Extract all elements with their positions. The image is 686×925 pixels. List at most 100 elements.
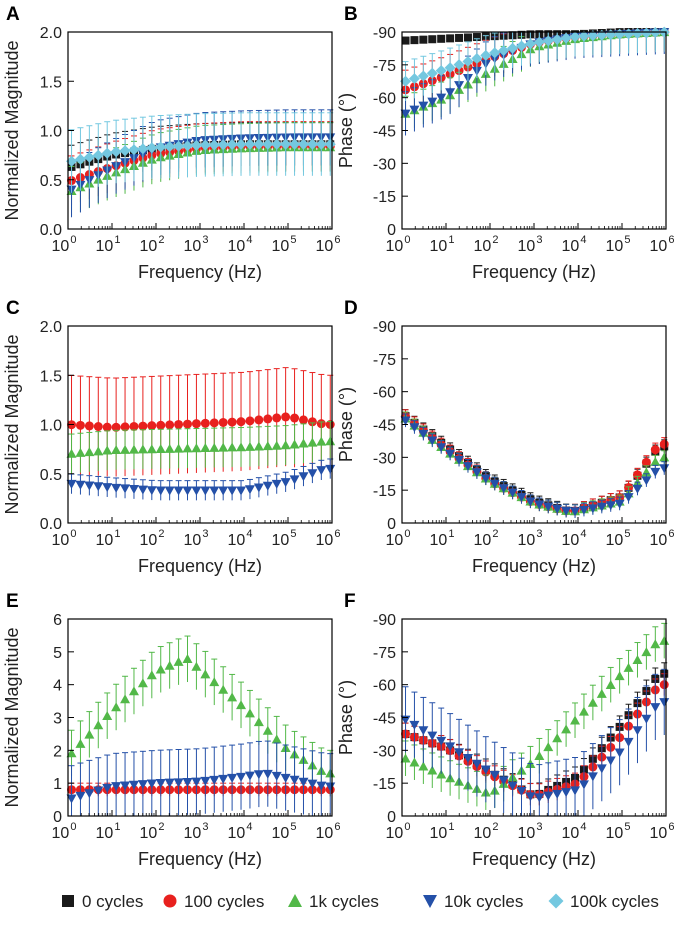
data-point bbox=[400, 75, 412, 87]
x-tick-label: 106 bbox=[316, 528, 341, 549]
series-group bbox=[400, 622, 670, 816]
data-point bbox=[93, 446, 104, 456]
data-point bbox=[111, 483, 122, 493]
data-point bbox=[507, 781, 518, 791]
data-point bbox=[146, 444, 157, 454]
data-point bbox=[409, 757, 420, 767]
data-point bbox=[587, 30, 599, 42]
data-point bbox=[244, 771, 255, 781]
data-point bbox=[462, 56, 474, 68]
data-point bbox=[560, 32, 572, 44]
data-point bbox=[190, 139, 202, 151]
data-point bbox=[632, 655, 643, 665]
data-point bbox=[209, 442, 220, 452]
data-point bbox=[137, 780, 148, 790]
data-point bbox=[120, 694, 131, 704]
legend: 0 cycles 100 cycles 1k cycles 10k cycles 100… bbox=[62, 892, 659, 911]
data-point bbox=[173, 486, 184, 496]
data-point bbox=[75, 420, 85, 430]
y-tick-label: 0 bbox=[53, 809, 62, 826]
x-tick-label: 102 bbox=[140, 528, 165, 549]
data-point bbox=[84, 421, 94, 431]
data-point bbox=[289, 475, 300, 485]
x-axis-title: Frequency (Hz) bbox=[138, 556, 262, 576]
series-group bbox=[400, 409, 670, 518]
data-point bbox=[218, 684, 229, 694]
data-point bbox=[534, 793, 545, 803]
data-point bbox=[253, 138, 265, 150]
data-point bbox=[401, 36, 410, 45]
series-10k-cycles bbox=[400, 413, 670, 518]
data-point bbox=[66, 155, 78, 167]
x-tick-label: 104 bbox=[228, 234, 253, 255]
data-point bbox=[173, 140, 185, 152]
data-point bbox=[218, 486, 229, 496]
data-point bbox=[307, 469, 318, 479]
data-point bbox=[66, 479, 77, 489]
data-point bbox=[428, 35, 437, 44]
data-point bbox=[623, 493, 634, 503]
black-square-icon bbox=[62, 895, 74, 907]
x-tick-label: 101 bbox=[96, 528, 121, 549]
data-point bbox=[93, 422, 103, 432]
data-point bbox=[298, 472, 309, 482]
x-tick-label: 103 bbox=[518, 234, 543, 255]
data-point bbox=[111, 445, 122, 455]
data-point bbox=[605, 756, 616, 766]
x-axis-title: Frequency (Hz) bbox=[472, 849, 596, 869]
data-point bbox=[271, 479, 282, 489]
data-point bbox=[400, 753, 411, 763]
data-point bbox=[315, 138, 327, 150]
y-tick-label: -45 bbox=[373, 124, 396, 141]
data-point bbox=[120, 484, 131, 494]
series-1k-cycles bbox=[66, 421, 336, 474]
y-tick-label: -75 bbox=[373, 645, 396, 662]
data-point bbox=[498, 776, 509, 786]
data-point bbox=[92, 149, 104, 161]
x-tick-label: 103 bbox=[184, 821, 209, 842]
x-tick-label: 101 bbox=[430, 234, 455, 255]
series-100k-cycles bbox=[400, 26, 670, 101]
x-tick-label: 100 bbox=[52, 528, 77, 549]
data-point bbox=[280, 440, 291, 450]
data-point bbox=[191, 661, 202, 671]
series-group bbox=[66, 109, 336, 218]
data-point bbox=[614, 671, 625, 681]
panel-letter: C bbox=[6, 298, 20, 319]
data-point bbox=[262, 769, 273, 779]
x-tick-label: 104 bbox=[228, 528, 253, 549]
series-group bbox=[66, 367, 336, 501]
data-point bbox=[650, 456, 661, 466]
data-point bbox=[316, 466, 327, 476]
data-point bbox=[587, 697, 598, 707]
data-point bbox=[128, 485, 139, 495]
data-point bbox=[83, 151, 95, 163]
data-point bbox=[316, 436, 327, 446]
data-point bbox=[137, 143, 149, 155]
data-point bbox=[623, 737, 634, 747]
data-point bbox=[227, 417, 237, 427]
data-point bbox=[524, 38, 536, 50]
panel-e: E 0 1 2 3 4 5 6 100 101 102 103 104 105 106 Frequency (… bbox=[2, 591, 340, 869]
data-point bbox=[262, 138, 274, 150]
x-tick-label: 106 bbox=[316, 234, 341, 255]
data-point bbox=[659, 635, 670, 645]
data-point bbox=[437, 34, 446, 43]
data-point bbox=[578, 706, 589, 716]
data-point bbox=[325, 436, 336, 446]
data-point bbox=[418, 726, 429, 736]
cyan-diamond-icon bbox=[548, 893, 564, 909]
data-point bbox=[253, 770, 264, 780]
data-point bbox=[659, 464, 670, 474]
data-point bbox=[596, 764, 607, 774]
data-point bbox=[236, 700, 247, 710]
data-point bbox=[543, 742, 554, 752]
data-point bbox=[263, 414, 273, 424]
data-point bbox=[74, 153, 86, 165]
x-tick-label: 102 bbox=[140, 821, 165, 842]
data-point bbox=[272, 413, 282, 423]
data-point bbox=[436, 93, 447, 103]
data-point bbox=[75, 738, 86, 748]
data-point bbox=[569, 31, 581, 43]
